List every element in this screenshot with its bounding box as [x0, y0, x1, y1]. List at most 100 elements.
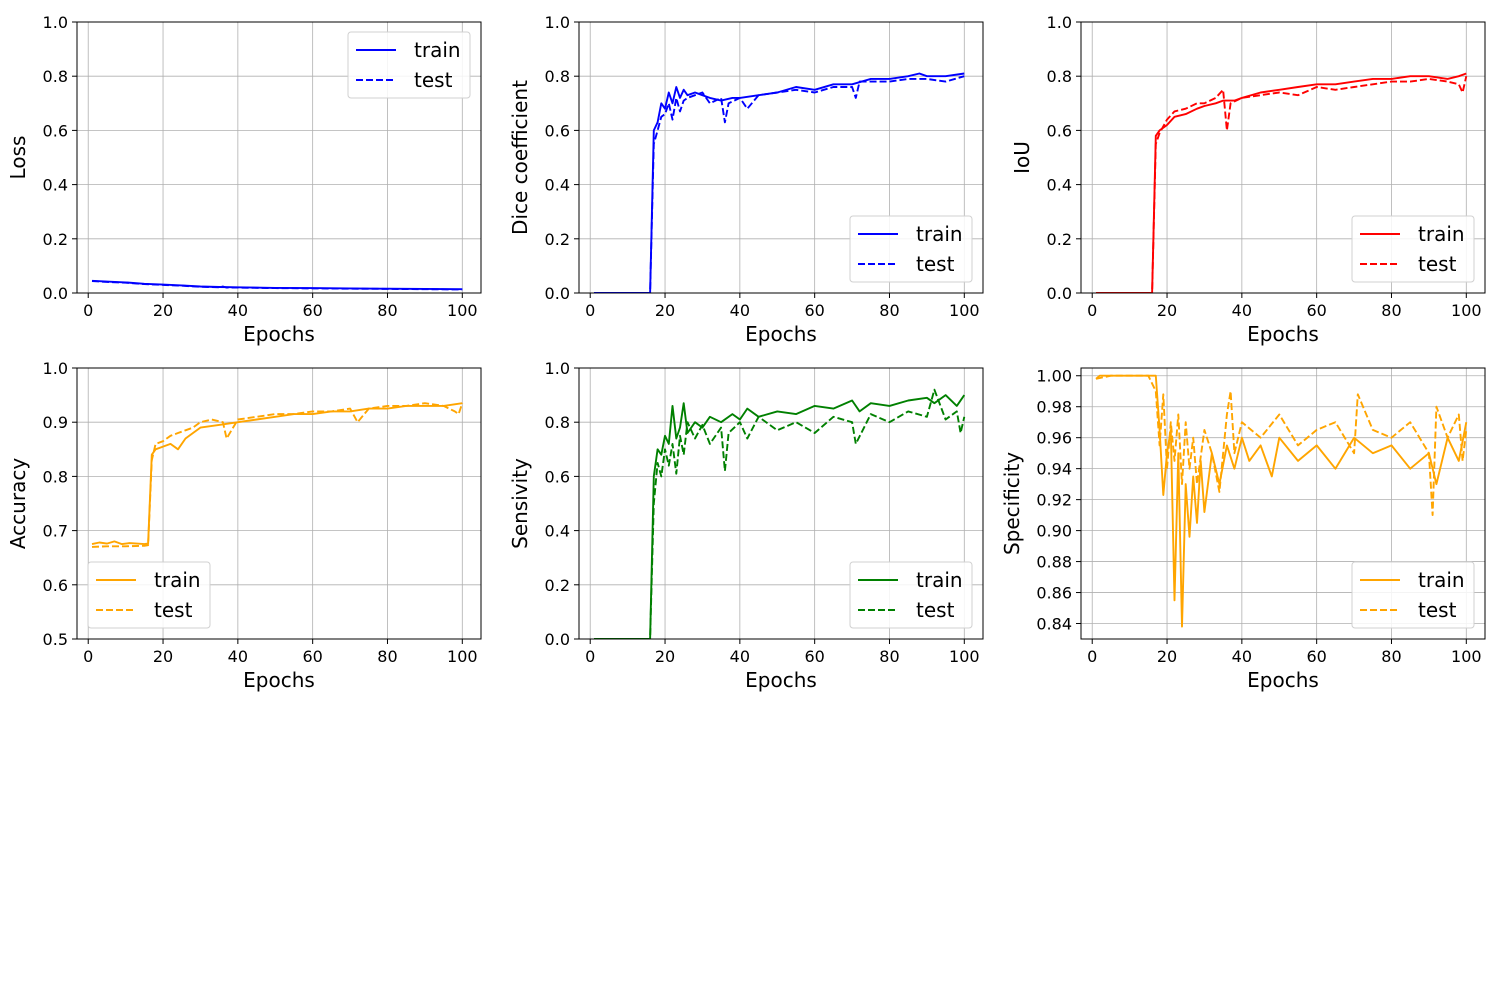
- x-tick-label: 40: [228, 647, 248, 666]
- y-tick-label: 0.2: [43, 230, 68, 249]
- legend-label-test: test: [1418, 598, 1457, 622]
- x-tick-label: 100: [447, 647, 478, 666]
- x-tick-label: 0: [585, 647, 595, 666]
- legend-box: [87, 561, 211, 629]
- x-tick-label: 0: [585, 301, 595, 320]
- legend: train test: [1351, 215, 1475, 283]
- x-tick-label: 100: [949, 647, 980, 666]
- y-axis-label: IoU: [1010, 141, 1034, 174]
- x-tick-label: 20: [655, 301, 675, 320]
- legend: train test: [347, 31, 471, 99]
- legend-box: [849, 215, 973, 283]
- legend-box: [1351, 215, 1475, 283]
- y-tick-label: 0.96: [1036, 429, 1072, 448]
- y-tick-label: 0.6: [43, 121, 68, 140]
- y-tick-label: 0.8: [43, 467, 68, 486]
- legend-label-train: train: [916, 568, 963, 592]
- series-line-test: [594, 388, 966, 639]
- x-tick-label: 0: [83, 301, 93, 320]
- legend-label-test: test: [916, 252, 955, 276]
- y-tick-label: 0.4: [43, 176, 68, 195]
- y-tick-label: 0.0: [1047, 284, 1072, 303]
- legend: train test: [87, 561, 211, 629]
- x-tick-label: 80: [1381, 301, 1401, 320]
- series-group: [91, 279, 463, 291]
- axes-frame: [1080, 367, 1486, 640]
- x-tick-label: 60: [804, 301, 824, 320]
- x-axis-label: Epochs: [243, 668, 315, 692]
- x-tick-label: 20: [153, 301, 173, 320]
- y-tick-label: 1.00: [1036, 367, 1072, 386]
- x-tick-label: 80: [879, 301, 899, 320]
- y-tick-label: 0.86: [1036, 584, 1072, 603]
- y-tick-label: 0.4: [545, 176, 570, 195]
- chart-panel-2: 0 20 40 60 80 100 0.0 0.2 0.4 0.6 0.8 1.0 Epochs Dice…: [508, 13, 984, 346]
- legend-label-test: test: [916, 598, 955, 622]
- x-tick-label: 60: [1306, 647, 1326, 666]
- y-tick-label: 0.88: [1036, 553, 1072, 572]
- x-tick-label: 40: [730, 647, 750, 666]
- chart-panel-4: 0 20 40 60 80 100 0.5 0.6 0.7 0.8 0.9 1.0 Epochs Accu…: [6, 359, 482, 692]
- y-tick-label: 0.9: [43, 413, 68, 432]
- y-tick-label: 1.0: [43, 359, 68, 378]
- series-line-test: [91, 402, 464, 548]
- y-tick-label: 0.8: [545, 67, 570, 86]
- legend-label-train: train: [154, 568, 201, 592]
- x-axis-label: Epochs: [745, 322, 817, 346]
- x-tick-label: 40: [1232, 301, 1252, 320]
- x-tick-label: 0: [83, 647, 93, 666]
- legend-label-train: train: [916, 222, 963, 246]
- y-axis-label: Dice coefficient: [508, 80, 532, 235]
- x-axis-label: Epochs: [1247, 322, 1319, 346]
- x-axis-label: Epochs: [243, 322, 315, 346]
- chart-panel-5: 0 20 40 60 80 100 0.0 0.2 0.4 0.6 0.8 1.0 Epochs Sens…: [508, 359, 984, 692]
- x-tick-label: 0: [1087, 301, 1097, 320]
- legend: train test: [849, 561, 973, 629]
- series-line-test: [1095, 374, 1468, 517]
- y-tick-label: 0.6: [545, 467, 570, 486]
- x-tick-label: 60: [804, 647, 824, 666]
- y-axis-label: Sensivity: [508, 458, 532, 549]
- x-tick-label: 60: [302, 301, 322, 320]
- legend: train test: [1351, 561, 1475, 629]
- legend-label-test: test: [1418, 252, 1457, 276]
- x-tick-label: 100: [949, 301, 980, 320]
- y-tick-label: 0.0: [545, 284, 570, 303]
- x-tick-label: 80: [879, 647, 899, 666]
- x-tick-label: 100: [1451, 647, 1482, 666]
- x-tick-label: 100: [447, 301, 478, 320]
- series-group: [1095, 374, 1468, 628]
- y-tick-label: 0.8: [43, 67, 68, 86]
- series-line-test: [91, 280, 463, 291]
- y-axis-label: Loss: [6, 136, 30, 180]
- y-tick-label: 0.98: [1036, 398, 1072, 417]
- x-tick-label: 0: [1087, 647, 1097, 666]
- x-tick-label: 20: [655, 647, 675, 666]
- axes-frame: [1080, 21, 1486, 294]
- axes-frame: [76, 367, 482, 640]
- y-tick-label: 1.0: [545, 359, 570, 378]
- x-tick-label: 80: [377, 301, 397, 320]
- y-tick-label: 0.92: [1036, 491, 1072, 510]
- series-group: [91, 402, 464, 548]
- chart-panel-1: 0 20 40 60 80 100 0.0 0.2 0.4 0.6 0.8 1.0 Epochs Loss…: [6, 13, 482, 346]
- legend: train test: [849, 215, 973, 283]
- y-tick-label: 0.0: [545, 630, 570, 649]
- y-tick-label: 0.6: [1047, 121, 1072, 140]
- x-axis-label: Epochs: [1247, 668, 1319, 692]
- series-line-train: [594, 394, 966, 639]
- chart-panel-6: 0 20 40 60 80 100 0.84 0.86 0.88 0.90 0.92 0.94 0.96…: [1000, 367, 1486, 692]
- y-tick-label: 1.0: [1047, 13, 1072, 32]
- x-tick-label: 40: [1232, 647, 1252, 666]
- y-tick-label: 0.5: [43, 630, 68, 649]
- y-tick-label: 0.6: [43, 576, 68, 595]
- y-tick-label: 0.7: [43, 522, 68, 541]
- series-line-train: [91, 402, 463, 546]
- x-tick-label: 40: [228, 301, 248, 320]
- y-tick-label: 0.4: [1047, 176, 1072, 195]
- series-group: [594, 388, 966, 639]
- y-tick-label: 0.94: [1036, 460, 1072, 479]
- y-tick-label: 0.0: [43, 284, 68, 303]
- chart-panel-3: 0 20 40 60 80 100 0.0 0.2 0.4 0.6 0.8 1.0 Epochs IoU t…: [1010, 13, 1486, 346]
- y-axis-label: Specificity: [1000, 452, 1024, 555]
